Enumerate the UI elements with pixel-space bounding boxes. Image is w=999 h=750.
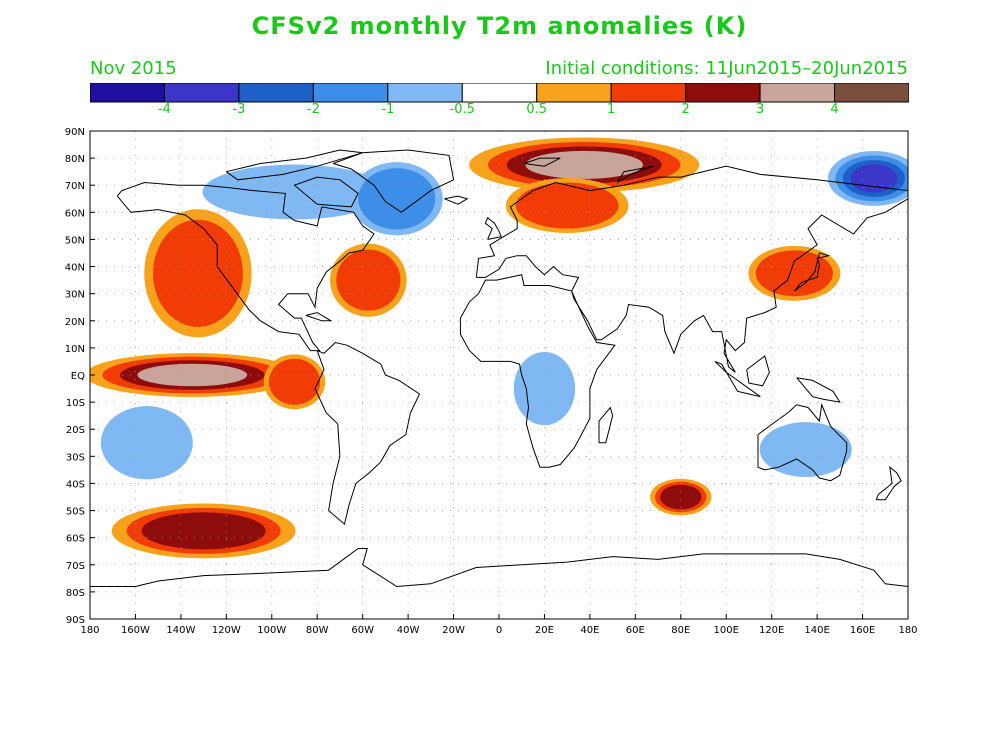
map-title: CFSv2 monthly T2m anomalies (K): [251, 12, 748, 40]
longitude-label: 120W: [212, 625, 241, 636]
longitude-label: 180: [898, 625, 917, 636]
longitude-label: 160W: [121, 625, 150, 636]
colorbar-swatch: [834, 83, 909, 103]
coastline-north-america: [116, 181, 375, 352]
anomaly-contour: [152, 219, 243, 327]
anomaly-contour: [759, 422, 852, 478]
coastline-south-america: [314, 341, 421, 526]
latitude-label: 80S: [66, 588, 85, 599]
latitude-label: 20S: [66, 425, 85, 436]
coastline-novaya-zemlya: [616, 165, 654, 183]
latitude-label: 40N: [65, 263, 85, 274]
colorbar-label: -1: [381, 102, 395, 117]
latitude-label: 70S: [66, 561, 85, 572]
forecast-month: Nov 2015: [90, 58, 177, 79]
latitude-label: 30N: [65, 290, 85, 301]
anomaly-contour: [141, 512, 266, 550]
colorbar-label: 1: [607, 102, 616, 117]
anomaly-contour: [513, 351, 576, 426]
initial-conditions: Initial conditions: 11Jun2015–20Jun2015: [545, 58, 908, 79]
longitude-label: 40W: [397, 625, 420, 636]
colorbar-labels: -4 -3 -2 -1 -0.5 0.5 1 2 3 4: [0, 102, 999, 124]
coastline-africa: [459, 274, 616, 468]
latitude-labels: 90N 80N 70N 60N 50N 40N 30N 20N 10N EQ 10S 20S 30S 40…: [65, 127, 95, 626]
colorbar-label: -4: [157, 102, 171, 117]
coastline-svalbard: [523, 157, 561, 167]
longitude-label: 40E: [580, 625, 599, 636]
coastlines: [90, 149, 908, 588]
latitude-label: 40S: [66, 479, 85, 490]
anomaly-contour: [137, 363, 248, 387]
anomaly-contour: [336, 249, 401, 311]
longitude-label: 160E: [850, 625, 875, 636]
coastline-new-guinea: [796, 377, 841, 403]
anomaly-contour: [358, 168, 436, 230]
anomaly-contour: [525, 150, 644, 179]
coastline-madagascar: [598, 406, 614, 444]
colorbar-label: 4: [830, 102, 839, 117]
coastline-indonesia: [714, 360, 761, 398]
latitude-label: 10N: [65, 344, 85, 355]
coastline-uk: [484, 216, 503, 240]
longitude-label: 80W: [306, 625, 329, 636]
latitude-label: 90S: [66, 615, 85, 626]
coastline-canadian-arctic-islands: [226, 149, 363, 181]
colorbar-label: 0.5: [526, 102, 548, 117]
longitude-label: 100E: [714, 625, 739, 636]
longitude-label: 140E: [804, 625, 829, 636]
latitude-label: 70N: [65, 181, 85, 192]
colorbar-label: -2: [306, 102, 320, 117]
coastline-antarctica: [90, 548, 908, 588]
longitude-labels: 180 160W 140W 120W 100W 80W 60W 40W 20W 0 20E 40E 60…: [80, 614, 918, 636]
latitude-label: 50N: [65, 235, 85, 246]
coastline-eurasia-africa: [475, 165, 908, 373]
colorbar: [90, 83, 909, 103]
latitude-label: EQ: [71, 371, 85, 382]
latitude-label: 80N: [65, 154, 85, 165]
longitude-label: 180: [80, 625, 99, 636]
coastline-greenland: [332, 149, 455, 213]
longitude-label: 60W: [351, 625, 374, 636]
latitude-label: 60N: [65, 208, 85, 219]
latitude-label: 30S: [66, 452, 85, 463]
colorbar-label: 2: [681, 102, 690, 117]
coastline-new-zealand: [875, 466, 902, 501]
longitude-label: 80E: [671, 625, 690, 636]
anomaly-contour: [755, 250, 833, 297]
latitude-label: 60S: [66, 534, 85, 545]
graticule: [90, 131, 908, 619]
latitude-label: 20N: [65, 317, 85, 328]
latitude-label: 90N: [65, 127, 85, 138]
coastline-iceland: [444, 195, 469, 205]
coastline-borneo: [746, 355, 770, 387]
longitude-label: 20W: [442, 625, 465, 636]
coastline-japan: [794, 252, 831, 292]
anomaly-contour: [660, 484, 702, 510]
longitude-label: 140W: [166, 625, 195, 636]
colorbar-label: -3: [232, 102, 246, 117]
longitude-label: 60E: [626, 625, 645, 636]
latitude-label: 10S: [66, 398, 85, 409]
latitude-label: 50S: [66, 507, 85, 518]
anomaly-contour: [100, 406, 193, 480]
longitude-label: 0: [496, 625, 502, 636]
longitude-label: 100W: [257, 625, 286, 636]
coastline-baffin: [293, 176, 359, 208]
anomaly-contour: [515, 182, 619, 229]
longitude-label: 20E: [535, 625, 554, 636]
anomaly-contour: [268, 358, 321, 405]
colorbar-label: 3: [755, 102, 765, 117]
coastline-caribbean-cuba: [305, 312, 333, 322]
colorbar-label: -0.5: [449, 102, 475, 117]
longitude-label: 120E: [759, 625, 784, 636]
coastline-australia: [757, 402, 848, 482]
